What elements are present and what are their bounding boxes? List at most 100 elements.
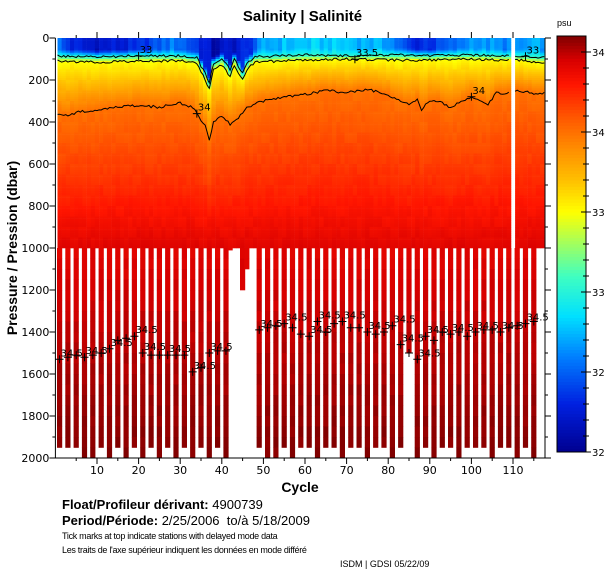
heatmap-cell xyxy=(232,195,237,198)
heatmap-cell xyxy=(182,77,187,81)
heatmap-cell xyxy=(223,227,229,230)
heatmap-cell xyxy=(119,103,125,106)
heatmap-cell xyxy=(248,65,254,68)
heatmap-cell xyxy=(174,151,179,154)
heatmap-cell xyxy=(219,210,225,213)
heatmap-cell xyxy=(115,44,121,47)
heatmap-cell xyxy=(107,159,112,163)
heatmap-cell xyxy=(178,180,183,184)
heatmap-cell xyxy=(178,130,183,133)
heatmap-cell xyxy=(78,46,83,49)
heatmap-cell xyxy=(232,124,237,127)
heatmap-cell xyxy=(99,237,104,240)
heatmap-cell xyxy=(261,212,266,215)
heatmap-cell xyxy=(257,153,262,156)
heatmap-cell xyxy=(70,187,75,190)
heatmap-cell xyxy=(74,119,79,123)
heatmap-cell xyxy=(65,92,71,95)
heatmap-cell xyxy=(136,241,141,245)
heatmap-cell xyxy=(253,59,258,62)
heatmap-cell xyxy=(90,197,96,200)
heatmap-cell xyxy=(136,115,141,119)
heatmap-cell xyxy=(157,208,162,211)
heatmap-cell xyxy=(219,140,225,144)
heatmap-cell xyxy=(182,233,187,236)
heatmap-cell xyxy=(194,220,200,224)
heatmap-cell xyxy=(211,38,216,41)
heatmap-cell xyxy=(61,143,67,146)
heatmap-cell xyxy=(215,243,221,247)
heatmap-cell xyxy=(153,168,158,171)
heatmap-cell xyxy=(261,113,266,116)
heatmap-cell xyxy=(253,243,258,247)
heatmap-cell xyxy=(115,241,121,245)
heatmap-cell xyxy=(153,155,158,158)
heatmap-cell xyxy=(82,216,87,219)
heatmap-cell xyxy=(257,126,262,129)
heatmap-cell xyxy=(115,134,121,137)
heatmap-cell xyxy=(211,136,216,140)
heatmap-cell xyxy=(240,189,245,192)
heatmap-cell xyxy=(157,40,162,43)
heatmap-cell xyxy=(240,38,245,41)
heatmap-cell xyxy=(198,111,204,114)
heatmap-cell xyxy=(248,157,254,161)
heatmap-cell xyxy=(203,54,208,58)
heatmap-cell xyxy=(153,233,158,236)
heatmap-cell xyxy=(223,134,229,137)
heatmap-cell xyxy=(232,132,237,135)
heatmap-cell xyxy=(65,155,71,158)
heatmap-cell xyxy=(257,178,262,182)
heatmap-cell xyxy=(124,75,129,79)
heatmap-cell xyxy=(61,237,67,240)
heatmap-cell xyxy=(61,187,67,190)
heatmap-cell xyxy=(94,63,100,66)
heatmap-cell xyxy=(61,63,67,66)
heatmap-cell xyxy=(107,98,112,102)
heatmap-cell xyxy=(82,52,87,56)
heatmap-cell xyxy=(253,46,258,49)
heatmap-cell xyxy=(70,174,75,177)
heatmap-cell xyxy=(94,172,100,175)
heatmap-cell xyxy=(70,77,75,81)
heatmap-cell xyxy=(161,233,166,236)
heatmap-cell xyxy=(90,201,96,205)
heatmap-cell xyxy=(165,101,171,104)
heatmap-cell xyxy=(107,176,112,179)
heatmap-cell xyxy=(107,124,112,127)
heatmap-cell xyxy=(119,59,125,62)
heatmap-cell xyxy=(182,168,187,171)
heatmap-cell xyxy=(90,222,96,226)
heatmap-cell xyxy=(169,136,175,140)
heatmap-cell xyxy=(232,86,237,89)
heatmap-cell xyxy=(211,243,216,247)
heatmap-cell xyxy=(240,214,245,217)
heatmap-cell xyxy=(115,168,121,171)
heatmap-cell xyxy=(236,80,241,83)
heatmap-cell xyxy=(203,151,208,154)
heatmap-cell xyxy=(215,67,221,70)
heatmap-cell xyxy=(65,80,71,83)
heatmap-cell xyxy=(261,103,266,106)
heatmap-cell xyxy=(169,231,175,234)
heatmap-cell xyxy=(99,172,104,175)
heatmap-cell xyxy=(140,159,146,163)
heatmap-cell xyxy=(57,187,62,190)
heatmap-cell xyxy=(103,80,108,83)
heatmap-cell xyxy=(223,216,229,219)
heatmap-cell xyxy=(219,153,225,156)
heatmap-cell xyxy=(111,212,117,215)
heatmap-cell xyxy=(257,143,262,146)
heatmap-cell xyxy=(119,164,125,167)
heatmap-cell xyxy=(128,75,133,79)
heatmap-cell xyxy=(94,46,100,49)
heatmap-cell xyxy=(161,229,166,232)
heatmap-cell xyxy=(86,143,92,146)
heatmap-cell xyxy=(149,168,154,171)
heatmap-cell xyxy=(174,147,179,150)
heatmap-cell xyxy=(61,105,67,108)
heatmap-cell xyxy=(261,208,266,211)
heatmap-cell xyxy=(115,130,121,133)
heatmap-cell xyxy=(215,109,221,112)
heatmap-cell xyxy=(244,80,250,83)
